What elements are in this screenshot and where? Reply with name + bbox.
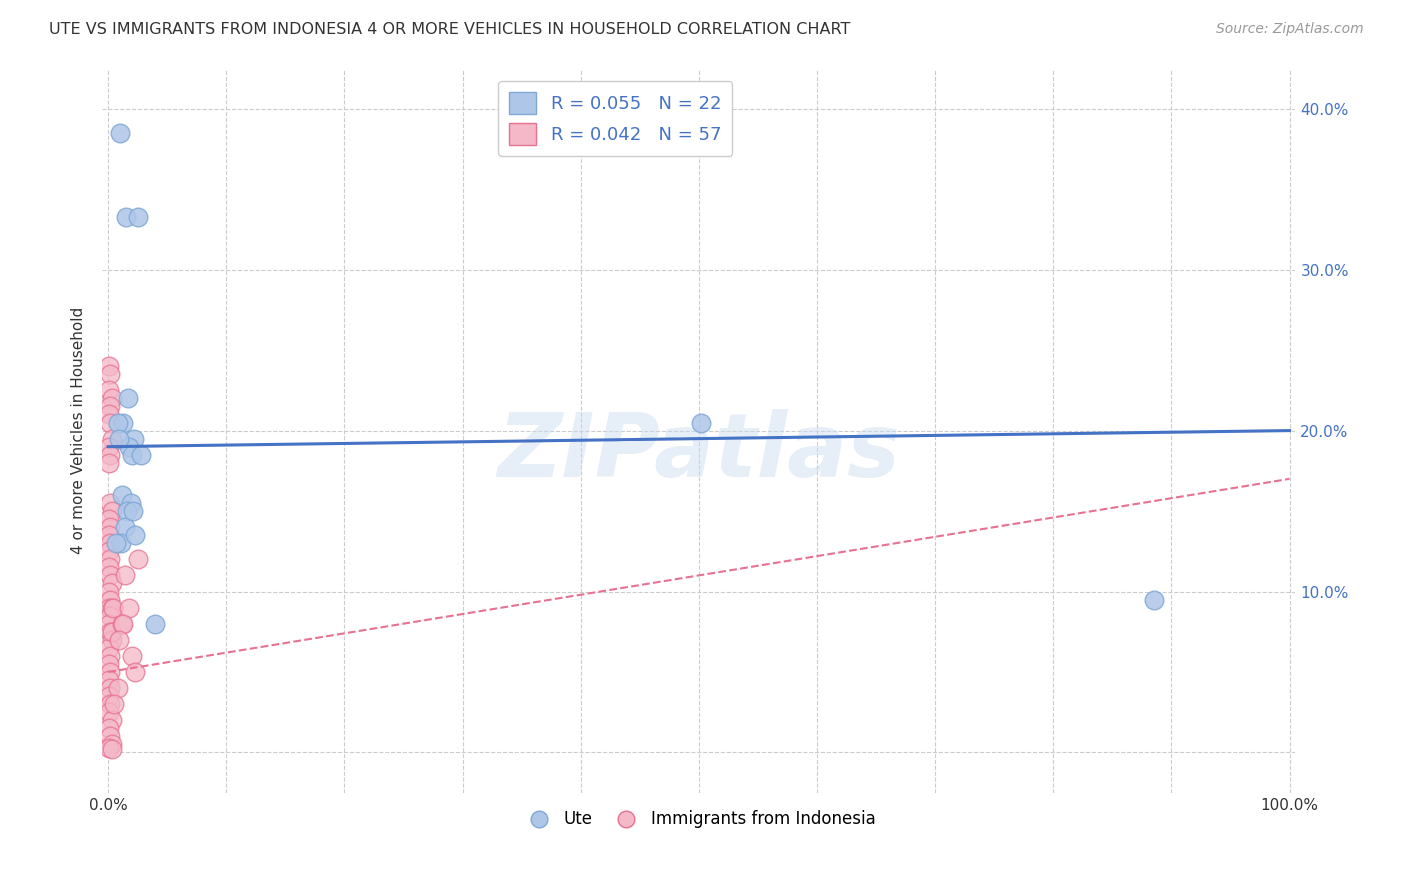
Point [121,448,143,462]
Point [111,488,134,502]
Point [114,568,136,582]
Point [100,648,122,663]
Point [101,600,124,615]
Text: UTE VS IMMIGRANTS FROM INDONESIA 4 OR MORE VEHICLES IN HOUSEHOLD CORRELATION CHA: UTE VS IMMIGRANTS FROM INDONESIA 4 OR MO… [49,22,851,37]
Point [98,512,121,526]
Point [117,392,139,406]
Point [98,689,121,703]
Point [98,544,121,558]
Point [98,584,121,599]
Point [115,210,138,224]
Point [98,600,121,615]
Point [98,560,121,574]
Point [127,210,149,224]
Point [100,520,122,534]
Point [112,616,135,631]
Point [100,536,122,550]
Point [100,632,122,647]
Point [111,616,134,631]
Point [114,520,136,534]
Point [129,448,152,462]
Point [1143,592,1166,607]
Text: ZIPatlas: ZIPatlas [498,409,900,496]
Point [100,729,122,743]
Point [127,552,149,566]
Point [103,697,125,711]
Point [110,536,132,550]
Point [98,359,121,374]
Point [98,673,121,687]
Point [115,504,138,518]
Point [100,592,122,607]
Point [100,697,122,711]
Point [100,504,122,518]
Point [100,624,122,639]
Point [118,600,141,615]
Point [118,440,141,454]
Point [124,528,146,542]
Point [100,600,122,615]
Point [107,681,129,695]
Point [98,640,121,655]
Point [100,665,122,679]
Point [121,648,143,663]
Point [100,576,122,591]
Point [100,608,122,623]
Point [107,632,129,647]
Text: Source: ZipAtlas.com: Source: ZipAtlas.com [1216,22,1364,37]
Point [98,740,121,755]
Point [108,126,131,140]
Point [122,504,145,518]
Point [107,416,129,430]
Point [98,456,121,470]
Point [100,552,122,566]
Point [98,616,121,631]
Point [100,496,122,510]
Point [100,448,122,462]
Point [100,368,122,382]
Point [98,384,121,398]
Point [100,416,122,430]
Point [98,705,121,719]
Point [98,657,121,671]
Point [98,408,121,422]
Point [112,416,135,430]
Point [107,432,129,446]
Point [100,713,122,727]
Legend: Ute, Immigrants from Indonesia: Ute, Immigrants from Indonesia [515,804,883,835]
Point [124,665,146,679]
Point [100,568,122,582]
Point [98,721,121,735]
Point [100,400,122,414]
Point [120,496,142,510]
Point [98,440,121,454]
Y-axis label: 4 or more Vehicles in Household: 4 or more Vehicles in Household [72,307,86,554]
Point [690,416,713,430]
Point [105,536,128,550]
Point [100,392,122,406]
Point [100,742,122,756]
Point [100,738,122,752]
Point [122,432,145,446]
Point [145,616,167,631]
Point [100,681,122,695]
Point [100,624,122,639]
Point [100,432,122,446]
Point [98,528,121,542]
